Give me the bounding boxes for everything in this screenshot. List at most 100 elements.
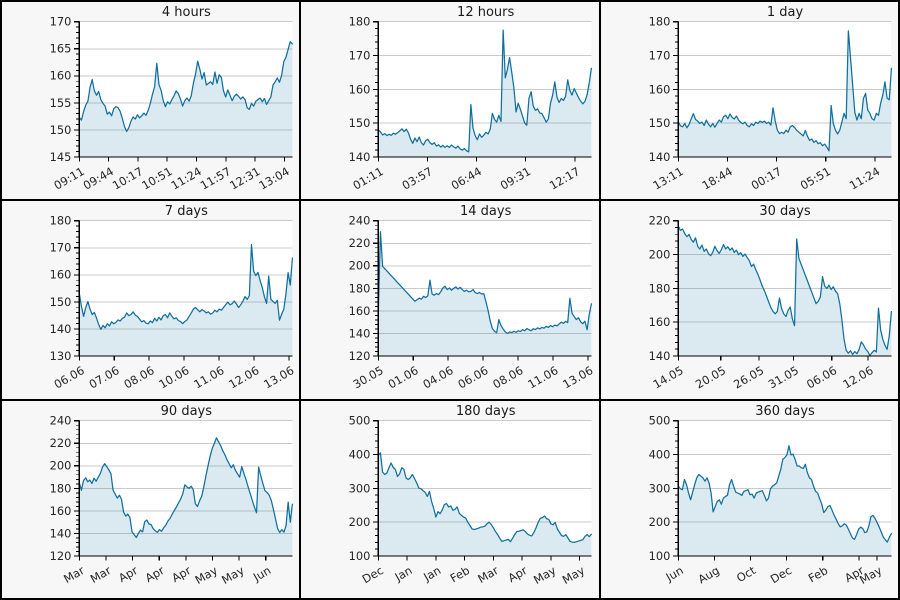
svg-text:200: 200 xyxy=(648,248,670,262)
svg-text:120: 120 xyxy=(349,349,371,363)
svg-text:220: 220 xyxy=(648,214,670,228)
svg-text:140: 140 xyxy=(648,349,670,363)
svg-text:160: 160 xyxy=(648,315,670,329)
svg-text:180: 180 xyxy=(50,481,72,495)
svg-text:13.06: 13.06 xyxy=(261,363,296,391)
svg-text:May: May xyxy=(193,563,221,587)
svg-text:04.06: 04.06 xyxy=(421,363,456,391)
svg-text:May: May xyxy=(560,563,588,587)
svg-text:30.05: 30.05 xyxy=(351,363,386,391)
svg-text:13.06: 13.06 xyxy=(561,363,596,391)
svg-text:220: 220 xyxy=(349,237,371,251)
svg-text:06:44: 06:44 xyxy=(449,164,484,192)
svg-text:150: 150 xyxy=(50,123,72,137)
svg-text:10.06: 10.06 xyxy=(156,363,191,391)
svg-text:07.06: 07.06 xyxy=(86,363,121,391)
svg-text:11:57: 11:57 xyxy=(198,164,233,192)
svg-text:140: 140 xyxy=(50,322,72,336)
svg-text:Mar: Mar xyxy=(88,563,114,586)
svg-text:300: 300 xyxy=(349,481,371,495)
svg-text:10:51: 10:51 xyxy=(139,164,174,192)
svg-text:12.06: 12.06 xyxy=(226,363,261,391)
svg-text:Dec: Dec xyxy=(360,563,386,586)
svg-text:160: 160 xyxy=(50,503,72,517)
svg-text:140: 140 xyxy=(349,327,371,341)
svg-text:140: 140 xyxy=(349,150,371,164)
svg-text:200: 200 xyxy=(349,515,371,529)
svg-text:160: 160 xyxy=(50,268,72,282)
svg-text:500: 500 xyxy=(648,413,670,427)
area-chart-12-hours: 140 150 160 170 180 01:11 03:57 06:44 09:31 12:17 xyxy=(349,15,593,193)
svg-text:Feb: Feb xyxy=(448,563,472,585)
svg-text:09:44: 09:44 xyxy=(81,164,116,192)
svg-text:18:44: 18:44 xyxy=(699,164,734,192)
svg-text:06.06: 06.06 xyxy=(456,363,491,391)
svg-text:145: 145 xyxy=(50,150,72,164)
svg-text:Apr: Apr xyxy=(143,563,167,585)
chart-panel-30-days: 140 160 180 200 220 14.05 20.05 26.05 31.05 06.06… xyxy=(600,201,898,399)
svg-text:05:51: 05:51 xyxy=(797,164,832,192)
svg-text:Oct: Oct xyxy=(734,563,759,585)
svg-text:03:57: 03:57 xyxy=(400,164,435,192)
chart-panel-90-days: 120 140 160 180 200 220 240 Mar Mar Apr Apr Apr May M… xyxy=(2,400,300,598)
chart-panel-4-hours: 145 150 155 160 165 170 09:11 09:44 10:17 10:51 11… xyxy=(2,2,300,200)
svg-text:100: 100 xyxy=(349,549,371,563)
svg-text:11.06: 11.06 xyxy=(526,363,561,391)
svg-text:Dec: Dec xyxy=(768,563,794,586)
svg-text:11:24: 11:24 xyxy=(169,164,204,192)
svg-text:200: 200 xyxy=(349,259,371,273)
svg-text:Feb: Feb xyxy=(805,563,829,585)
svg-text:170: 170 xyxy=(349,48,371,62)
svg-text:08.06: 08.06 xyxy=(121,363,156,391)
svg-text:12:31: 12:31 xyxy=(227,164,262,192)
svg-text:01:11: 01:11 xyxy=(351,164,386,192)
svg-text:180: 180 xyxy=(648,15,670,29)
svg-text:12:17: 12:17 xyxy=(547,164,582,192)
svg-text:150: 150 xyxy=(50,295,72,309)
svg-text:09:31: 09:31 xyxy=(498,164,533,192)
area-chart-4-hours: 14515015516016517009:1109:4410:1710:5111… xyxy=(50,15,294,193)
svg-text:180: 180 xyxy=(349,282,371,296)
svg-text:31.05: 31.05 xyxy=(765,363,800,391)
svg-text:06.06: 06.06 xyxy=(52,363,87,391)
svg-text:120: 120 xyxy=(50,549,72,563)
svg-text:400: 400 xyxy=(648,447,670,461)
svg-text:14.05: 14.05 xyxy=(650,363,685,391)
svg-text:140: 140 xyxy=(648,150,670,164)
svg-text:00:17: 00:17 xyxy=(748,164,783,192)
svg-text:01.06: 01.06 xyxy=(386,363,421,391)
svg-text:Mar: Mar xyxy=(61,563,87,586)
svg-text:160: 160 xyxy=(349,82,371,96)
svg-text:240: 240 xyxy=(50,413,72,427)
svg-text:160: 160 xyxy=(648,82,670,96)
svg-text:10:17: 10:17 xyxy=(110,164,145,192)
svg-text:240: 240 xyxy=(349,214,371,228)
svg-text:Jan: Jan xyxy=(421,563,444,584)
svg-text:May: May xyxy=(531,563,559,587)
svg-text:Aug: Aug xyxy=(695,563,721,586)
svg-text:155: 155 xyxy=(50,96,72,110)
area-chart-7-days: 130 140 150 160 170 180 06.06 07.06 08.06 10.06 11… xyxy=(50,214,297,392)
svg-text:180: 180 xyxy=(648,282,670,296)
svg-text:Jun: Jun xyxy=(250,563,273,584)
chart-panel-360-days: 100 200 300 400 500 Jun Aug Oct Dec Feb Apr May 360… xyxy=(600,400,898,598)
chart-panel-7-days: 130 140 150 160 170 180 06.06 07.06 08.06 10.06 11… xyxy=(2,201,300,399)
svg-text:Apr: Apr xyxy=(506,563,530,585)
svg-text:Mar: Mar xyxy=(476,563,502,586)
area-chart-1-day: 140 150 160 170 180 13:11 18:44 00:17 05:51 11:24 xyxy=(648,15,892,193)
svg-text:Apr: Apr xyxy=(169,563,193,585)
svg-text:165: 165 xyxy=(50,42,72,56)
svg-text:180: 180 xyxy=(349,15,371,29)
svg-text:11.06: 11.06 xyxy=(191,363,226,391)
area-chart-14-days: 120 140 160 180 200 220 240 30.05 01.06 04.06 06.0… xyxy=(349,214,596,392)
chart-panel-12-hours: 140 150 160 170 180 01:11 03:57 06:44 09:31 12:17… xyxy=(301,2,599,200)
svg-text:220: 220 xyxy=(50,436,72,450)
svg-text:11:24: 11:24 xyxy=(846,164,881,192)
area-chart-30-days: 140 160 180 200 220 14.05 20.05 26.05 31.05 06.06… xyxy=(648,214,892,392)
svg-text:200: 200 xyxy=(648,515,670,529)
svg-text:26.05: 26.05 xyxy=(731,363,766,391)
svg-text:09:11: 09:11 xyxy=(51,164,86,192)
svg-text:12.06: 12.06 xyxy=(840,363,875,391)
